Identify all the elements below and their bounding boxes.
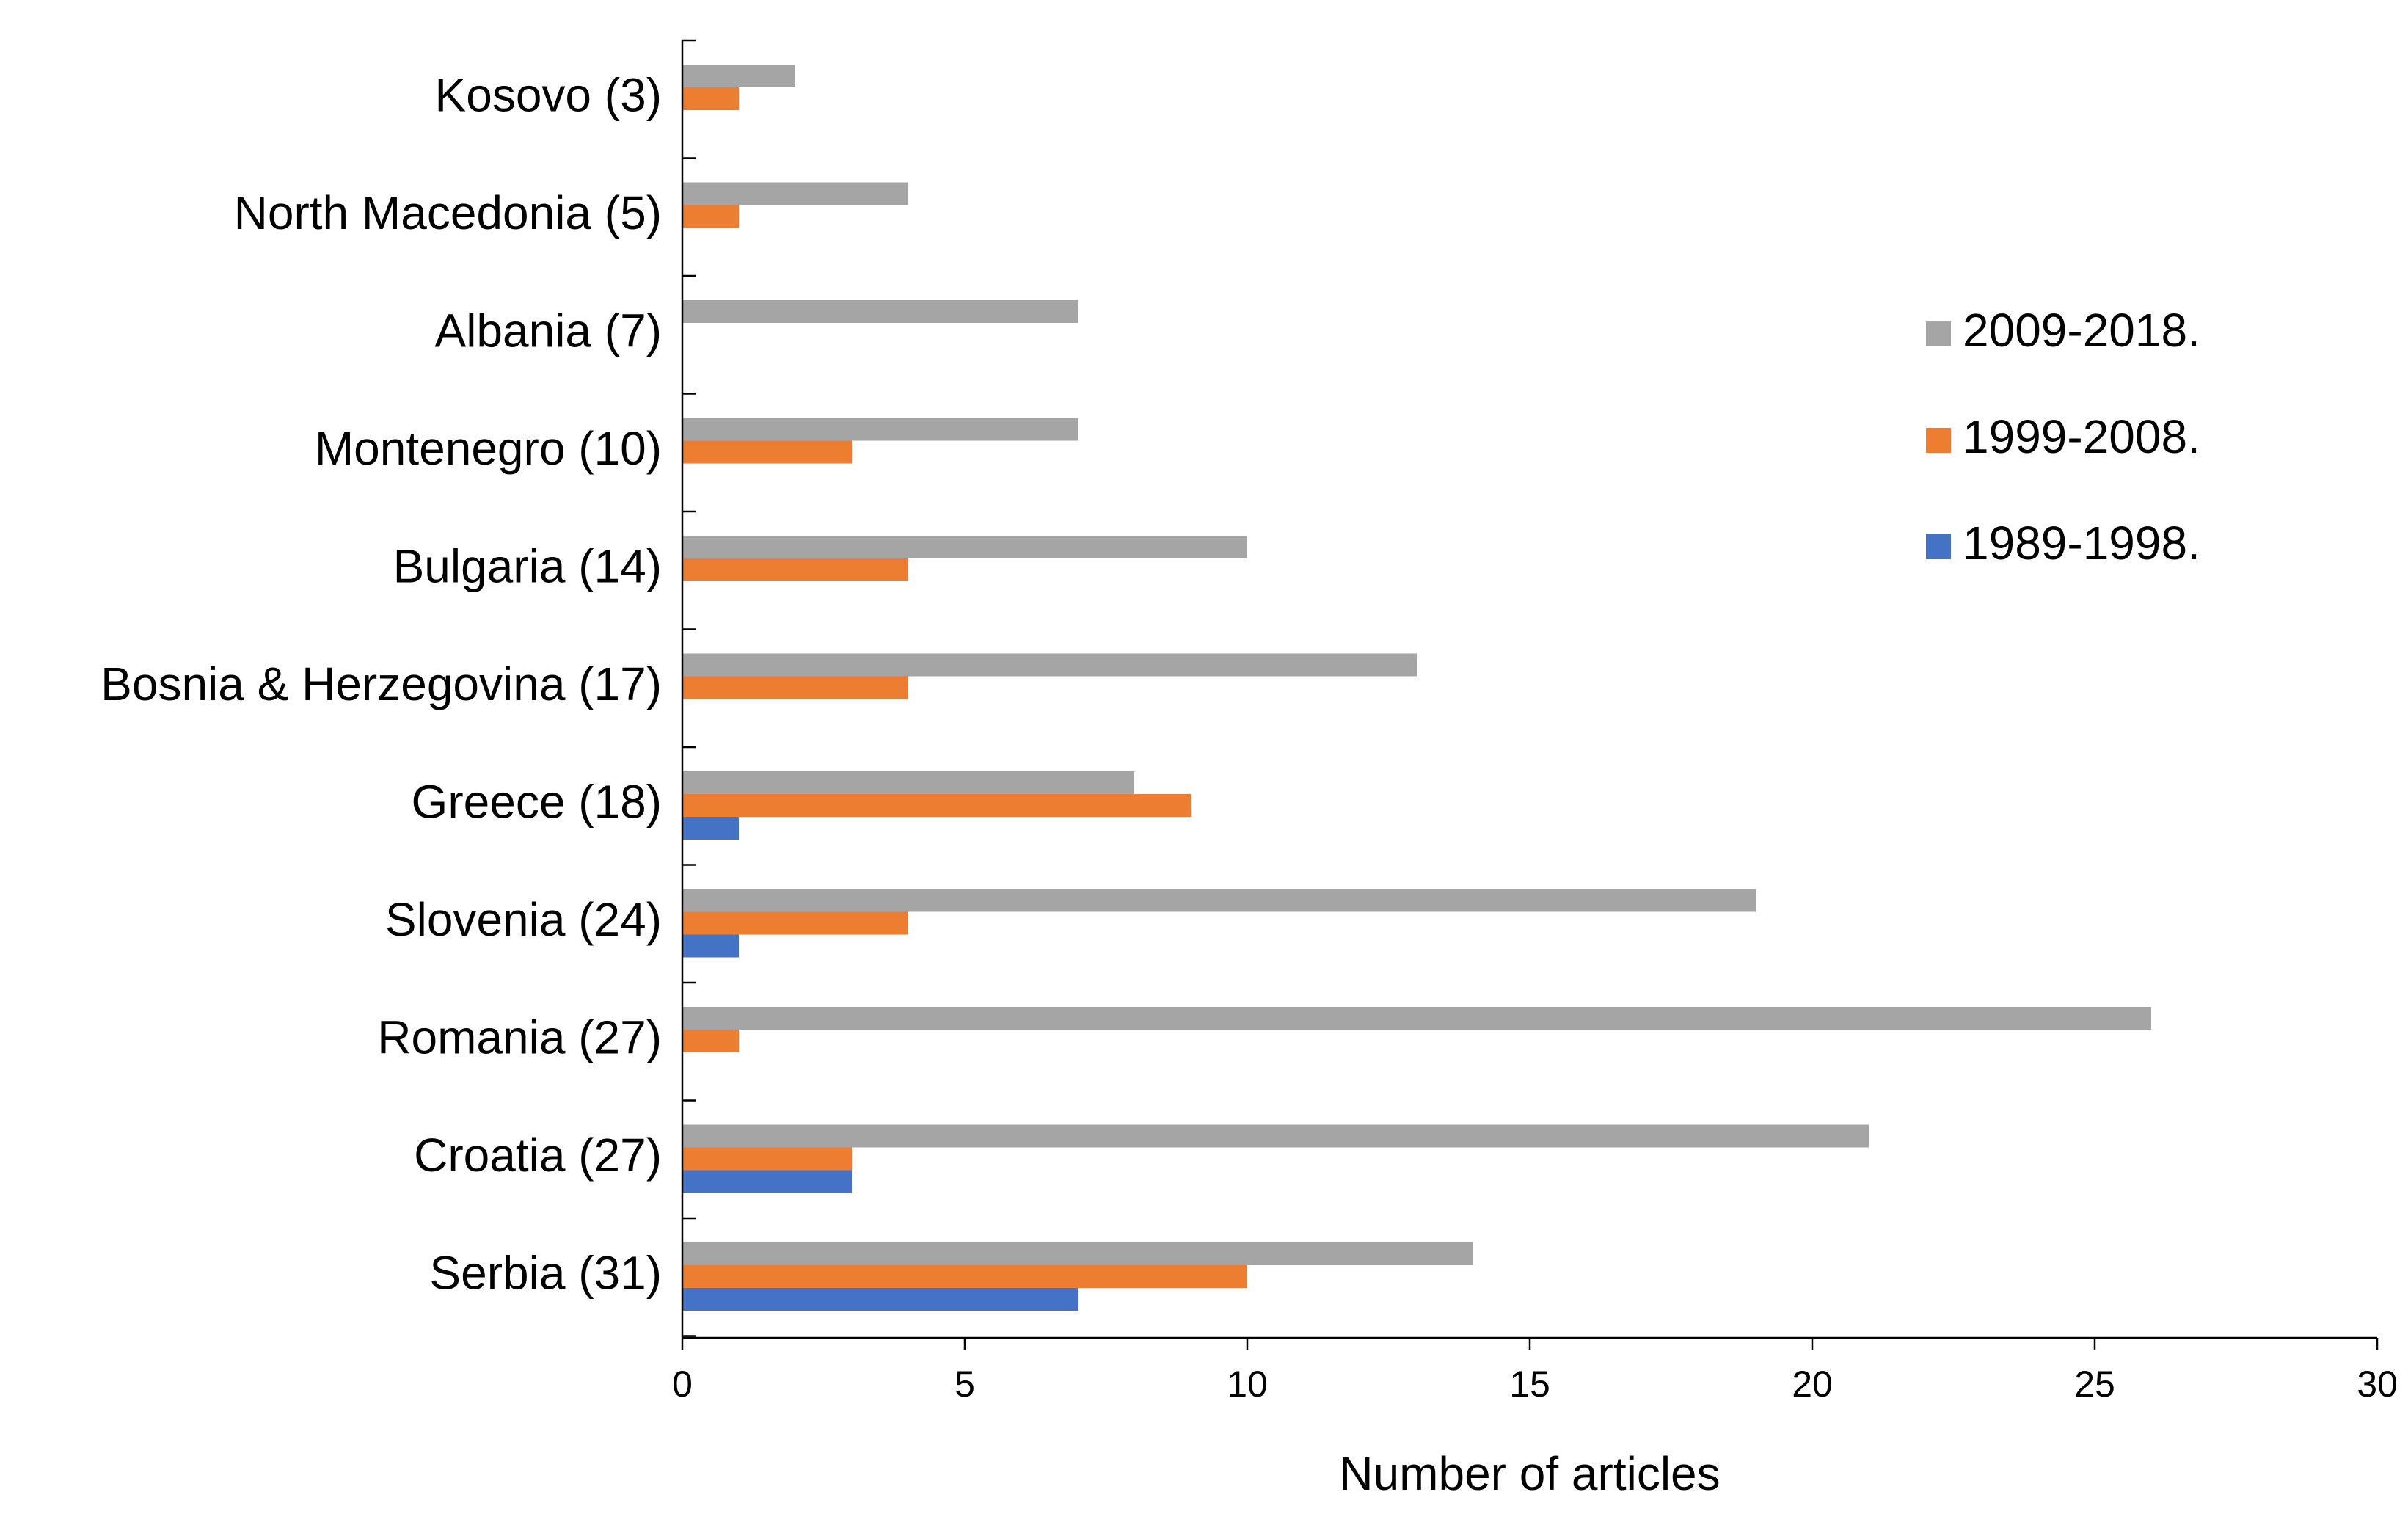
bar-2009-2018-montenegro-10 bbox=[682, 418, 1078, 441]
x-tick-label: 15 bbox=[1509, 1364, 1550, 1405]
x-tick-label: 5 bbox=[955, 1364, 975, 1405]
bar-2009-2018-albania-7 bbox=[682, 300, 1078, 323]
legend-label: 2009-2018. bbox=[1963, 304, 2200, 357]
legend-swatch-1989-1998 bbox=[1926, 534, 1951, 559]
bar-2009-2018-croatia-27 bbox=[682, 1124, 1869, 1148]
bar-1989-1998-croatia-27 bbox=[682, 1170, 852, 1193]
category-label: Montenegro (10) bbox=[315, 422, 662, 475]
bar-1999-2008-romania-27 bbox=[682, 1030, 739, 1052]
category-label: Greece (18) bbox=[412, 775, 662, 828]
category-label: Bosnia & Herzegovina (17) bbox=[101, 658, 662, 710]
x-tick-label: 30 bbox=[2357, 1364, 2398, 1405]
bar-2009-2018-bulgaria-14 bbox=[682, 536, 1247, 558]
bar-1999-2008-greece-18 bbox=[682, 794, 1191, 817]
category-label: Bulgaria (14) bbox=[393, 539, 662, 592]
bar-1989-1998-serbia-31 bbox=[682, 1288, 1078, 1311]
category-label: North Macedonia (5) bbox=[234, 186, 662, 239]
bar-1999-2008-bulgaria-14 bbox=[682, 558, 908, 581]
x-tick-label: 10 bbox=[1227, 1364, 1268, 1405]
category-label: Serbia (31) bbox=[429, 1246, 662, 1299]
x-tick-label: 20 bbox=[1792, 1364, 1833, 1405]
bars-layer bbox=[682, 65, 2151, 1311]
legend-swatch-2009-2018 bbox=[1926, 321, 1951, 346]
bar-1999-2008-kosovo-3 bbox=[682, 87, 739, 110]
bar-2009-2018-slovenia-24 bbox=[682, 889, 1756, 912]
x-tick-label: 25 bbox=[2074, 1364, 2115, 1405]
bar-2009-2018-romania-27 bbox=[682, 1007, 2151, 1030]
bar-2009-2018-north-macedonia-5 bbox=[682, 182, 908, 205]
bar-2009-2018-bosnia-herzegovina-17 bbox=[682, 653, 1417, 677]
bar-2009-2018-greece-18 bbox=[682, 771, 1134, 794]
x-axis-title: Number of articles bbox=[1339, 1447, 1720, 1500]
bar-1999-2008-slovenia-24 bbox=[682, 911, 908, 935]
category-label: Albania (7) bbox=[435, 304, 663, 357]
bar-1999-2008-bosnia-herzegovina-17 bbox=[682, 676, 908, 699]
axes-layer: 0 5 10 15 20 25 30 Number of articles bbox=[672, 39, 2398, 1500]
legend: 2009-2018. 1999-2008. 1989-1998. bbox=[1926, 304, 2200, 569]
category-label: Kosovo (3) bbox=[435, 68, 662, 121]
x-tick-label: 0 bbox=[672, 1364, 693, 1405]
bar-1989-1998-slovenia-24 bbox=[682, 934, 739, 958]
bar-1999-2008-north-macedonia-5 bbox=[682, 205, 739, 228]
category-label: Romania (27) bbox=[377, 1011, 662, 1063]
legend-label: 1989-1998. bbox=[1963, 517, 2200, 569]
labels-layer: Kosovo (3) North Macedonia (5) Albania (7)… bbox=[101, 68, 662, 1299]
bar-1999-2008-croatia-27 bbox=[682, 1147, 852, 1171]
category-label: Slovenia (24) bbox=[385, 893, 662, 946]
legend-label: 1999-2008. bbox=[1963, 410, 2200, 463]
bar-1989-1998-greece-18 bbox=[682, 817, 739, 840]
bar-1999-2008-serbia-31 bbox=[682, 1265, 1247, 1288]
bar-2009-2018-serbia-31 bbox=[682, 1242, 1473, 1265]
category-label: Croatia (27) bbox=[414, 1129, 662, 1182]
legend-swatch-1999-2008 bbox=[1926, 428, 1951, 453]
bar-1999-2008-montenegro-10 bbox=[682, 440, 852, 464]
bar-2009-2018-kosovo-3 bbox=[682, 65, 795, 87]
